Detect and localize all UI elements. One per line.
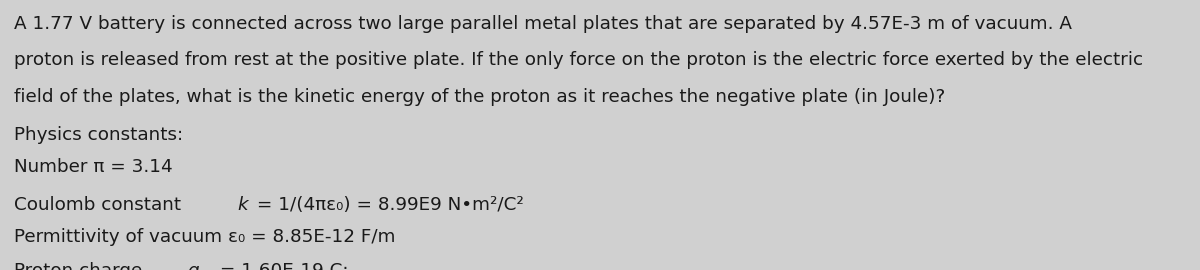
Text: Proton charge: Proton charge (14, 262, 149, 270)
Text: Permittivity of vacuum ε₀ = 8.85E-12 F/m: Permittivity of vacuum ε₀ = 8.85E-12 F/m (14, 228, 396, 246)
Text: q: q (187, 262, 199, 270)
Text: Coulomb constant: Coulomb constant (14, 196, 187, 214)
Text: proton is released from rest at the positive plate. If the only force on the pro: proton is released from rest at the posi… (14, 51, 1144, 69)
Text: Physics constants:: Physics constants: (14, 126, 184, 144)
Text: field of the plates, what is the kinetic energy of the proton as it reaches the : field of the plates, what is the kinetic… (14, 88, 946, 106)
Text: = 1.60E-19 C;: = 1.60E-19 C; (214, 262, 348, 270)
Text: A 1.77 V battery is connected across two large parallel metal plates that are se: A 1.77 V battery is connected across two… (14, 15, 1073, 33)
Text: Number π = 3.14: Number π = 3.14 (14, 158, 173, 176)
Text: k: k (238, 196, 248, 214)
Text: = 1/(4πε₀) = 8.99E9 N•m²/C²: = 1/(4πε₀) = 8.99E9 N•m²/C² (251, 196, 524, 214)
